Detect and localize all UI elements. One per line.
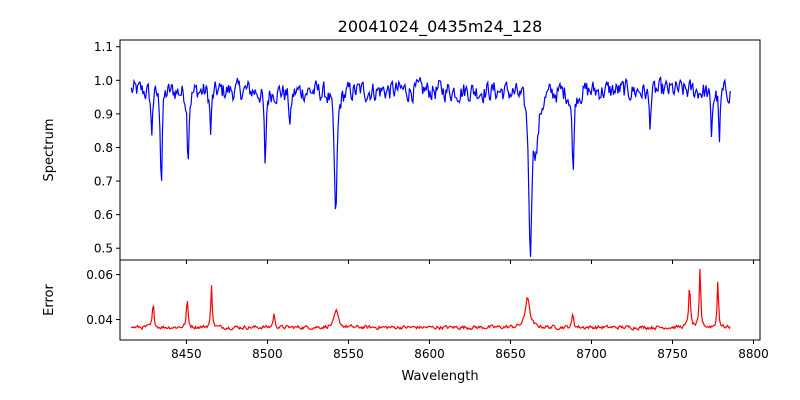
spectrum-series-line	[130, 76, 731, 257]
error-y-tick-label: 0.06	[86, 268, 113, 282]
error-axes-frame	[119, 259, 761, 341]
x-tick-label: 8700	[576, 347, 607, 361]
error-panel: 8450 8500 8550 8600 8650 8700 8750 8800 0.04 0.06…	[42, 259, 769, 384]
error-ticks: 8450 8500 8550 8600 8650 8700 8750 8800 0.04 0.06	[86, 268, 769, 361]
spectrum-y-tick-label: 0.8	[94, 141, 113, 155]
x-tick-label: 8550	[333, 347, 364, 361]
error-series-line	[130, 268, 731, 331]
spectrum-ticks: 0.5 0.6 0.7 0.8 0.9 1.0 1.1	[94, 40, 755, 264]
x-tick-label: 8450	[171, 347, 202, 361]
spectrum-y-tick-label: 1.0	[94, 74, 113, 88]
spectrum-panel: 0.5 0.6 0.7 0.8 0.9 1.0 1.1 Spectrum	[42, 39, 761, 264]
spectrum-y-tick-label: 1.1	[94, 40, 113, 54]
error-y-axis-label: Error	[42, 284, 57, 316]
chart-title: 20041024_0435m24_128	[338, 17, 543, 37]
spectrum-y-axis-label: Spectrum	[42, 119, 57, 182]
error-y-tick-label: 0.04	[86, 313, 113, 327]
spectrum-y-tick-label: 0.5	[94, 242, 113, 256]
x-axis-label: Wavelength	[401, 369, 478, 384]
spectrum-y-tick-label: 0.6	[94, 208, 113, 222]
spectrum-y-tick-label: 0.9	[94, 107, 113, 121]
x-tick-label: 8500	[252, 347, 283, 361]
x-tick-label: 8600	[414, 347, 445, 361]
x-tick-label: 8800	[738, 347, 769, 361]
x-tick-label: 8750	[657, 347, 688, 361]
x-tick-label: 8650	[495, 347, 526, 361]
spectrum-y-tick-label: 0.7	[94, 175, 113, 189]
